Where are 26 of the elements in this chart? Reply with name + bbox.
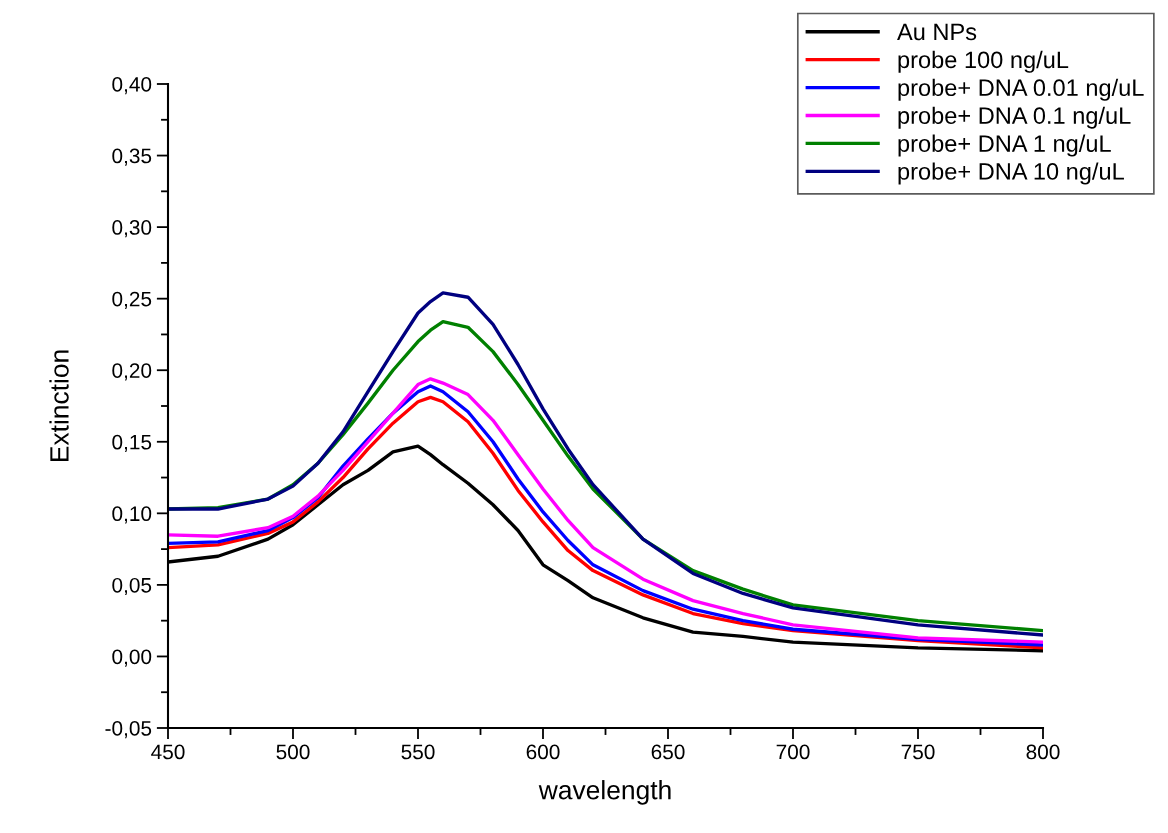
x-tick-label: 550 xyxy=(401,744,435,760)
y-tick-label: 0,30 xyxy=(112,220,152,238)
x-axis-title: wavelength xyxy=(538,780,671,805)
y-tick-label: 0,35 xyxy=(112,148,152,166)
y-tick-label: 0,10 xyxy=(112,506,152,524)
y-tick-label: 0,20 xyxy=(112,363,152,381)
y-tick-label: 0,40 xyxy=(112,77,152,95)
legend-label: probe+ DNA 0.1 ng/uL xyxy=(898,106,1131,129)
legend-label: Au NPs xyxy=(897,23,977,41)
x-tick-label: 600 xyxy=(526,744,560,760)
y-tick-label: 0,05 xyxy=(112,577,152,596)
x-tick-label: 750 xyxy=(901,744,935,760)
legend-label: probe+ DNA 10 ng/uL xyxy=(898,162,1124,185)
x-tick-label: 500 xyxy=(276,744,310,760)
y-tick-label: 0,25 xyxy=(112,291,152,309)
legend-label: probe 100 ng/uL xyxy=(898,50,1069,73)
x-tick-label: 450 xyxy=(151,744,185,760)
legend-label: probe+ DNA 1 ng/uL xyxy=(898,134,1111,157)
y-tick-label: 0,15 xyxy=(112,434,152,452)
legend-label: probe+ DNA 0.01 ng/uL xyxy=(898,78,1144,101)
x-tick-label: 800 xyxy=(1026,744,1060,760)
x-tick-label: 700 xyxy=(776,744,810,760)
x-tick-label: 650 xyxy=(651,744,685,760)
y-axis-title: Extinction xyxy=(49,350,69,462)
y-tick-label: -0,05 xyxy=(105,721,152,739)
y-tick-label: 0,00 xyxy=(112,649,152,667)
